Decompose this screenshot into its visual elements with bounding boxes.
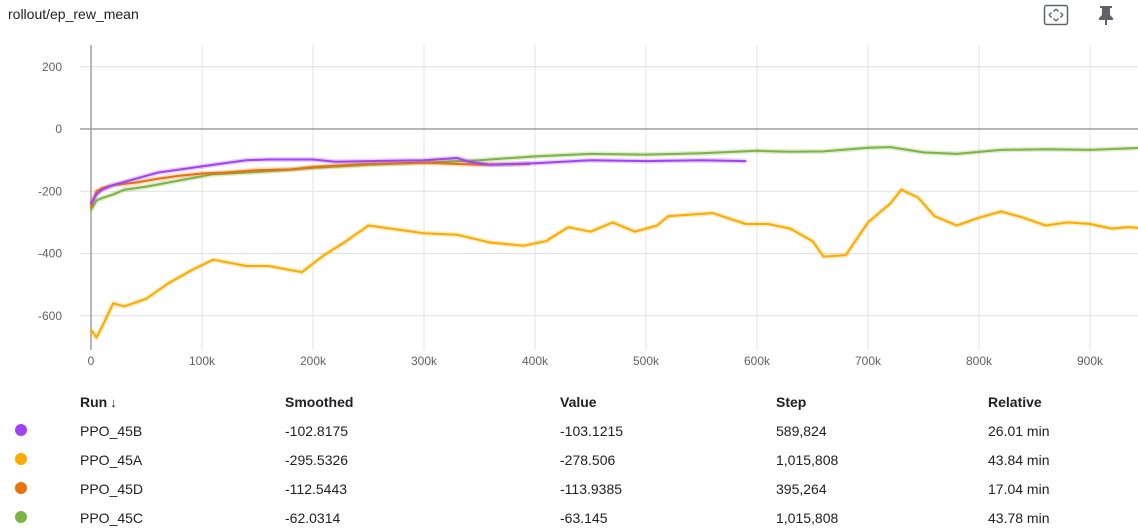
- series-line-ppo-45b[interactable]: [90, 157, 747, 205]
- value-cell: -103.1215: [560, 422, 624, 439]
- x-tick-label: 900k: [1077, 354, 1104, 368]
- table-header-row: Run ↓ Smoothed Value Step Relative: [0, 388, 1138, 416]
- relative-column-header[interactable]: Relative: [988, 394, 1042, 410]
- relative-cell: 43.78 min: [988, 509, 1050, 526]
- smoothed-column-header[interactable]: Smoothed: [285, 394, 354, 410]
- smoothed-cell: -112.5443: [285, 480, 348, 497]
- run-color-dot: [15, 423, 27, 436]
- x-tick-label: 0: [88, 354, 95, 368]
- y-tick-label: 200: [42, 60, 62, 74]
- relative-cell: 26.01 min: [988, 422, 1050, 439]
- run-color-dot: [15, 510, 27, 523]
- step-cell: 1,015,808: [776, 509, 839, 526]
- relative-cell: 17.04 min: [988, 480, 1050, 497]
- series-line-ppo-45c[interactable]: [90, 146, 1138, 211]
- y-tick-label: -200: [38, 184, 62, 198]
- x-tick-label: 100k: [189, 354, 216, 368]
- table-row[interactable]: PPO_45A -295.5326 -278.506 1,015,808 43.…: [0, 445, 1138, 474]
- smoothed-cell: -62.0314: [285, 509, 341, 526]
- run-name-cell: PPO_45C: [80, 509, 144, 526]
- step-cell: 589,824: [776, 422, 827, 439]
- value-cell: -63.145: [560, 509, 608, 526]
- x-tick-label: 600k: [744, 354, 771, 368]
- color-column-header: [0, 388, 80, 416]
- run-header-label: Run: [80, 394, 108, 410]
- value-cell: -113.9385: [560, 480, 623, 497]
- x-tick-label: 400k: [522, 354, 549, 368]
- x-tick-label: 300k: [411, 354, 438, 368]
- step-cell: 395,264: [776, 480, 827, 497]
- table-row[interactable]: PPO_45B -102.8175 -103.1215 589,824 26.0…: [0, 416, 1138, 445]
- y-tick-label: -600: [38, 309, 62, 323]
- value-column-header[interactable]: Value: [560, 394, 597, 410]
- run-name-cell: PPO_45B: [80, 422, 143, 439]
- runs-table: Run ↓ Smoothed Value Step Relative PPO_45…: [0, 388, 1138, 532]
- pin-icon: [1099, 6, 1113, 25]
- smoothed-cell: -102.8175: [285, 422, 349, 439]
- run-color-dot: [15, 452, 27, 465]
- y-tick-label: 0: [55, 122, 62, 136]
- run-column-header[interactable]: Run ↓: [80, 388, 285, 416]
- x-tick-label: 200k: [300, 354, 327, 368]
- fit-to-domain-icon: [1043, 4, 1069, 26]
- table-row[interactable]: PPO_45D -112.5443 -113.9385 395,264 17.0…: [0, 474, 1138, 503]
- series-line-ppo-45a[interactable]: [90, 188, 1138, 339]
- run-name-cell: PPO_45D: [80, 480, 144, 497]
- x-tick-label: 500k: [633, 354, 660, 368]
- fit-to-domain-button[interactable]: [1042, 2, 1070, 28]
- line-chart[interactable]: 0 100k 200k 300k 400k 500k 600k 700k 800k 900k 200…: [0, 30, 1138, 380]
- y-tick-label: -400: [38, 247, 62, 261]
- x-tick-label: 800k: [966, 354, 993, 368]
- series-raw-line: [88, 144, 1138, 212]
- pin-button[interactable]: [1092, 2, 1120, 28]
- step-column-header[interactable]: Step: [776, 394, 807, 410]
- step-cell: 1,015,808: [776, 451, 839, 468]
- smoothed-cell: -295.5326: [285, 451, 349, 468]
- sort-down-icon: ↓: [110, 395, 117, 410]
- value-cell: -278.506: [560, 451, 616, 468]
- run-color-dot: [15, 481, 27, 494]
- run-name-cell: PPO_45A: [80, 451, 143, 468]
- chart-title: rollout/ep_rew_mean: [8, 6, 139, 22]
- relative-cell: 43.84 min: [988, 451, 1050, 468]
- table-row[interactable]: PPO_45C -62.0314 -63.145 1,015,808 43.78…: [0, 503, 1138, 532]
- x-tick-label: 700k: [855, 354, 882, 368]
